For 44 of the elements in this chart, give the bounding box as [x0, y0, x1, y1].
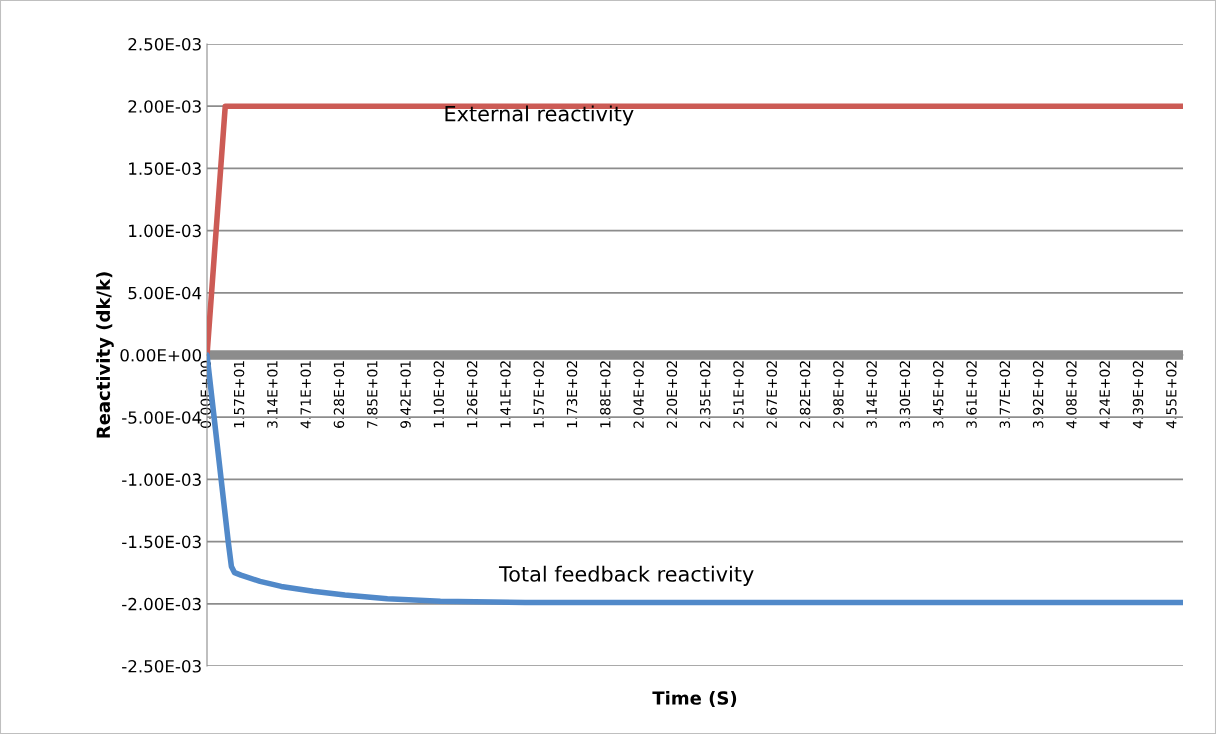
- y-tick-label: -2.00E-03: [122, 597, 201, 611]
- x-tick-label: 2.04E+02: [633, 361, 644, 428]
- x-tick-label: 1.10E+02: [433, 361, 445, 428]
- y-tick-label: 1.00E-03: [129, 224, 201, 238]
- y-tick-label: 5.00E-04: [128, 286, 202, 300]
- x-tick-label: 3.77E+02: [999, 361, 1011, 428]
- x-tick-label: 2.98E+02: [833, 361, 844, 428]
- y-tick-label: -2.50E-03: [122, 659, 201, 673]
- x-tick-label: 2.82E+02: [799, 361, 811, 428]
- y-tick-label: 0.00E+00: [120, 348, 202, 362]
- x-tick-label: 3.92E+02: [1032, 361, 1044, 428]
- x-tick-label: 2.35E+02: [699, 361, 711, 428]
- y-axis-title: Reactivity (dk/k): [96, 272, 114, 438]
- x-axis-title: Time (S): [652, 690, 737, 707]
- x-tick-label: 3.30E+02: [899, 361, 911, 428]
- y-tick-label: -1.00E-03: [122, 473, 201, 486]
- x-tick-label: 1.88E+02: [600, 361, 611, 428]
- y-tick-label: 2.50E-03: [128, 37, 201, 51]
- x-tick-label: 9.42E+01: [400, 361, 411, 428]
- x-tick-label: 1.57E+02: [533, 361, 544, 428]
- x-tick-label: 2.51E+02: [733, 361, 744, 428]
- x-tick-label: 4.24E+02: [1099, 361, 1110, 429]
- x-tick-label: 2.67E+02: [766, 361, 778, 428]
- annotation: External reactivity: [445, 105, 634, 126]
- y-tick-label: 1.50E-03: [129, 162, 201, 175]
- x-tick-label: 1.57E+01: [233, 361, 245, 428]
- x-tick-label: 4.55E+02: [1166, 361, 1177, 429]
- x-tick-label: 3.61E+02: [966, 361, 977, 428]
- x-tick-label: 4.08E+02: [1066, 361, 1077, 429]
- x-tick-label: 7.85E+01: [367, 361, 378, 428]
- y-tick-label: 2.00E-03: [128, 100, 201, 113]
- x-tick-label: 2.20E+02: [666, 361, 678, 428]
- x-tick-label: 1.26E+02: [466, 361, 478, 428]
- y-tick-label: -1.50E-03: [122, 535, 201, 549]
- x-tick-label: 3.45E+02: [932, 361, 944, 428]
- x-tick-label: 6.28E+01: [333, 361, 345, 428]
- x-tick-label: 1.73E+02: [566, 361, 578, 428]
- annotation: Total feedback reactivity: [498, 565, 754, 586]
- x-tick-label: 1.41E+02: [500, 361, 511, 428]
- x-tick-label: 3.14E+01: [267, 361, 278, 428]
- x-tick-label: 3.14E+02: [866, 361, 877, 428]
- y-tick-label: -5.00E-04: [122, 411, 202, 424]
- x-tick-label: 4.71E+01: [300, 361, 311, 429]
- x-tick-label: 4.39E+02: [1132, 361, 1144, 429]
